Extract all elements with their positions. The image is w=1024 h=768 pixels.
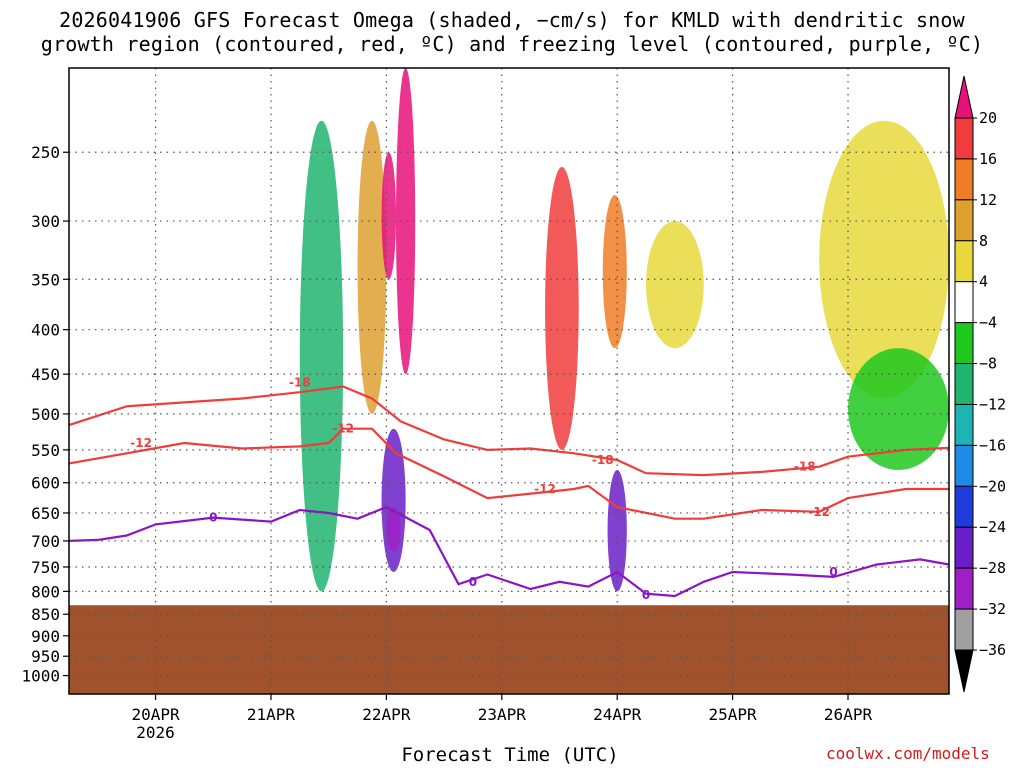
- omega-shade: [386, 507, 401, 552]
- colorbar-label: −4: [979, 314, 997, 332]
- colorbar-label: −36: [979, 641, 1006, 659]
- colorbar-swatch: [954, 322, 974, 365]
- colorbar-swatch: [954, 485, 974, 528]
- colorbar-label: −28: [979, 559, 1006, 577]
- colorbar-label: 12: [979, 191, 997, 209]
- colorbar-label: −16: [979, 436, 1006, 454]
- colorbar-label: 20: [979, 109, 997, 127]
- x-axis-label: Forecast Time (UTC): [401, 744, 619, 766]
- colorbar-top-arrow: [954, 75, 974, 119]
- omega-shade: [395, 68, 416, 375]
- y-tick-label: 650: [31, 504, 60, 523]
- plot-frame: [68, 67, 950, 695]
- x-tick-label: 21APR: [247, 705, 296, 724]
- y-tick-label: 600: [31, 474, 60, 493]
- colorbar-label: −12: [979, 395, 1006, 413]
- contour-label: -18: [794, 460, 816, 474]
- colorbar-label: 8: [979, 232, 988, 250]
- colorbar-swatch: [954, 444, 974, 487]
- colorbar-bottom-arrow: [954, 649, 974, 693]
- omega-shade: [602, 195, 627, 349]
- y-tick-label: 250: [31, 143, 60, 162]
- plot-area: -18 -12 -12 -18 -12 -18 -12 0 0 0 0: [68, 68, 950, 694]
- contour-line: [68, 385, 950, 477]
- y-tick-label: 750: [31, 558, 60, 577]
- colorbar-swatch: [954, 608, 974, 651]
- y-tick-label: 700: [31, 532, 60, 551]
- colorbar-swatch: [954, 363, 974, 405]
- colorbar-swatch: [954, 158, 974, 201]
- omega-shade: [381, 152, 396, 280]
- omega-shade: [848, 348, 949, 470]
- credit-text: coolwx.com/models: [826, 744, 990, 763]
- x-tick-label: 23APR: [478, 705, 527, 724]
- colorbar: 20 16 12 8 4 −4 −8 −12 −16 −20 −24 −28 −32 −36: [954, 75, 1006, 693]
- contour-line: [68, 505, 950, 598]
- colorbar-label: 4: [979, 273, 988, 291]
- contour-label: -12: [332, 422, 354, 436]
- y-tick-label: 400: [31, 321, 60, 340]
- contour-label: -18: [592, 453, 614, 467]
- y-tick-label: 1000: [21, 667, 60, 686]
- y-tick-label: 500: [31, 405, 60, 424]
- omega-shade: [646, 221, 704, 349]
- x-tick-label: 25APR: [709, 705, 758, 724]
- y-tick-label: 350: [31, 270, 60, 289]
- contour-label: 0: [469, 575, 477, 589]
- omega-shade: [545, 167, 579, 450]
- colorbar-label: 16: [979, 150, 997, 168]
- contour-label: -18: [289, 375, 311, 389]
- colorbar-swatch: [954, 199, 974, 242]
- below-ground-fill: [69, 605, 949, 694]
- x-tick-sublabel: 2026: [136, 723, 175, 742]
- contour-label: -12: [808, 505, 830, 519]
- contour-label: 0: [209, 511, 217, 525]
- contour-label: -12: [130, 436, 152, 450]
- colorbar-swatch: [954, 526, 974, 569]
- colorbar-swatch: [954, 281, 974, 324]
- omega-shade: [819, 120, 949, 399]
- colorbar-swatch: [954, 117, 974, 160]
- y-tick-label: 450: [31, 365, 60, 384]
- chart-title-line-1: 2026041906 GFS Forecast Omega (shaded, −…: [59, 8, 965, 32]
- colorbar-swatch: [954, 403, 974, 446]
- contour-label: 0: [642, 588, 650, 602]
- colorbar-label: −8: [979, 355, 997, 373]
- colorbar-label: −20: [979, 477, 1006, 495]
- y-tick-label: 900: [31, 627, 60, 646]
- y-tick-label: 800: [31, 582, 60, 601]
- x-tick-label: 20APR: [131, 705, 180, 724]
- contour-label: 0: [829, 565, 837, 579]
- contour-line: [68, 427, 949, 520]
- x-tick-label: 26APR: [824, 705, 873, 724]
- y-tick-label: 950: [31, 647, 60, 666]
- colorbar-swatch: [954, 567, 974, 610]
- y-tick-label: 850: [31, 605, 60, 624]
- y-tick-label: 300: [31, 212, 60, 231]
- omega-shade: [357, 120, 387, 414]
- colorbar-label: −24: [979, 518, 1006, 536]
- x-tick-label: 22APR: [362, 705, 411, 724]
- axes: 250 300 350 400 450 500 550 600 650 700 750 800 850 9…: [21, 67, 950, 742]
- contour-label: -12: [534, 482, 556, 496]
- colorbar-swatch: [954, 240, 974, 283]
- chart-title-line-2: growth region (contoured, red, ºC) and f…: [40, 32, 984, 56]
- x-tick-label: 24APR: [593, 705, 642, 724]
- colorbar-label: −32: [979, 600, 1006, 618]
- y-tick-label: 550: [31, 441, 60, 460]
- omega-shade: [299, 120, 344, 592]
